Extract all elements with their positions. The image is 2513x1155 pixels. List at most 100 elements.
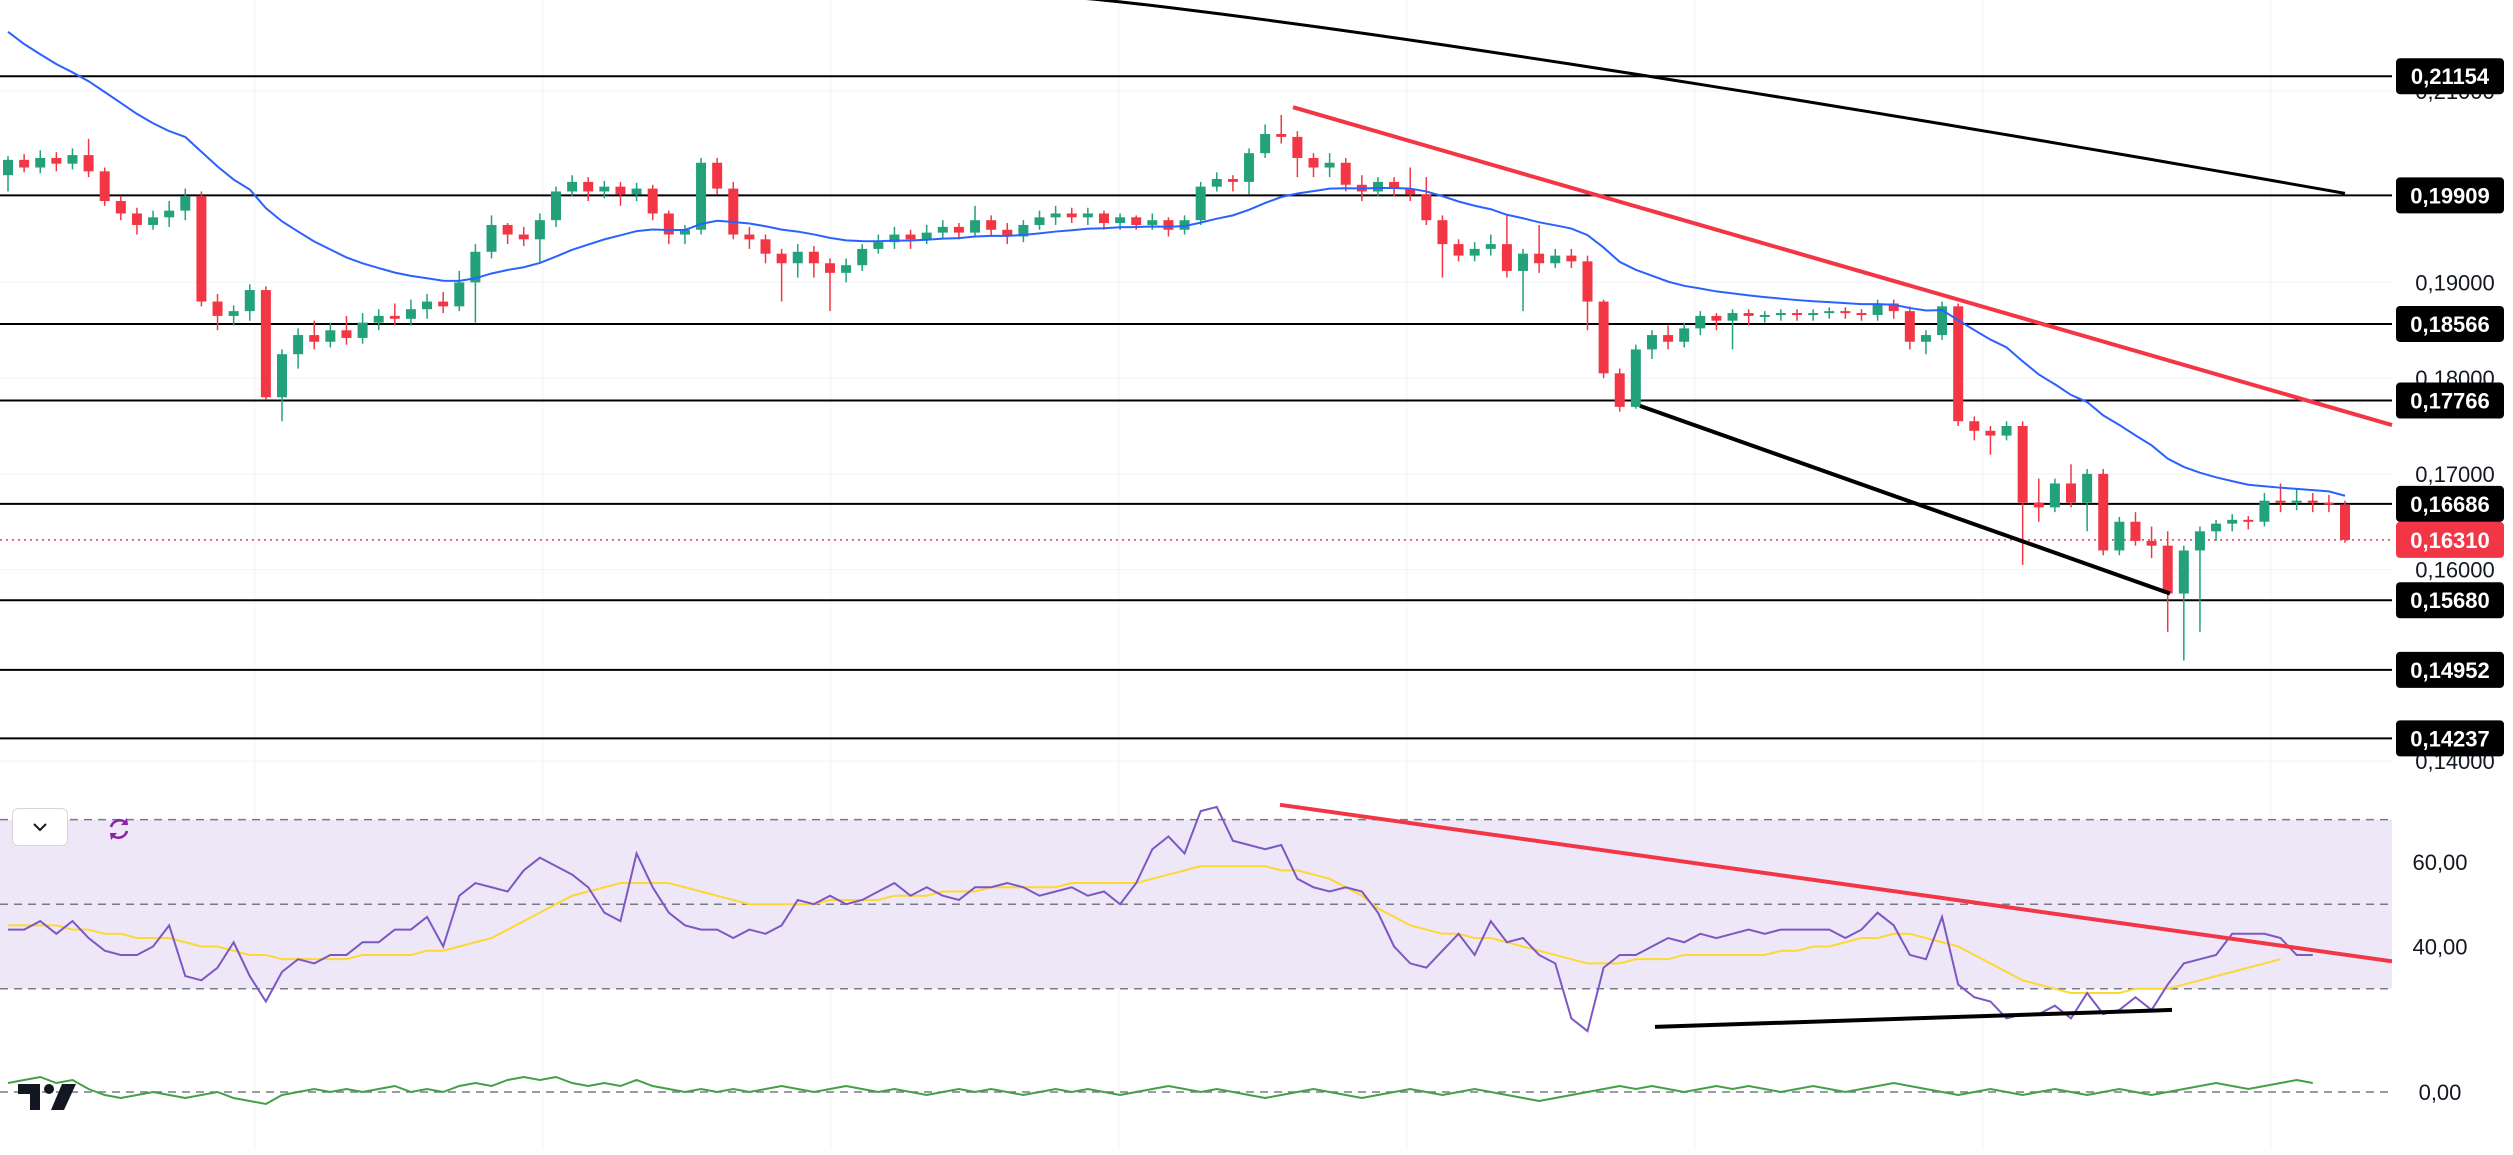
oscillator-pane (0, 1075, 2392, 1106)
candle-down (83, 155, 94, 172)
rsi-support-trendline (1654, 1007, 2173, 1029)
candle-up (2178, 550, 2189, 594)
candle-up (937, 226, 948, 233)
moving-average-long (1086, 0, 2346, 195)
candle-down (1953, 306, 1964, 422)
candle-up (1211, 179, 1222, 187)
candle-down (438, 301, 449, 307)
candle-up (3, 159, 13, 176)
tradingview-logo[interactable] (18, 1080, 82, 1116)
price-tick-label: 0,16000 (2415, 558, 2495, 583)
candle-up (454, 282, 465, 307)
candle-down (1598, 301, 1609, 374)
rsi-tick-label: 60,00 (2412, 850, 2467, 875)
candle-down (2162, 545, 2173, 594)
candle-down (2323, 502, 2334, 505)
candle-up (2227, 519, 2238, 524)
refresh-button[interactable] (100, 810, 138, 848)
collapse-panes-button[interactable] (12, 808, 68, 846)
candle-down (905, 234, 916, 240)
candle-down (744, 234, 755, 240)
candlestick-series (3, 114, 2350, 661)
candle-down (2275, 500, 2286, 503)
chevron-down-icon (33, 823, 47, 832)
price-axis: 0,210000,190000,180000,170000,160000,140… (2396, 58, 2504, 1105)
rsi-tick-label: 40,00 (2412, 934, 2467, 959)
candle-down (1711, 315, 1722, 321)
candle-down (2098, 473, 2109, 551)
candle-up (67, 155, 78, 164)
candle-down (260, 290, 271, 398)
candle-up (228, 311, 239, 316)
candle-down (1292, 136, 1303, 158)
current-price-badge (2396, 521, 2504, 558)
candle-down (824, 263, 835, 273)
level-badge (2396, 382, 2504, 419)
candle-up (486, 224, 497, 252)
candle-up (873, 242, 884, 249)
candle-up (1179, 220, 1190, 230)
moving-average-blue (7, 31, 2346, 497)
current-price-label: 0,16310 (2410, 528, 2490, 553)
level-badge (2396, 485, 2504, 522)
candle-down (309, 335, 320, 342)
candle-up (792, 251, 803, 264)
candle-down (776, 253, 787, 264)
level-badge (2396, 58, 2504, 95)
candle-up (2211, 523, 2222, 532)
rsi-signal-line (8, 865, 2281, 995)
level-badge-label: 0,14952 (2410, 658, 2490, 683)
candle-up (1147, 220, 1158, 225)
candle-up (1018, 224, 1029, 237)
level-badge (2396, 177, 2504, 214)
candle-down (1002, 229, 1013, 237)
candle-up (244, 290, 255, 312)
candle-up (1372, 181, 1383, 192)
candle-down (131, 213, 142, 225)
price-support-trendline (1639, 404, 2171, 596)
candle-down (1066, 213, 1077, 218)
candle-up (921, 232, 932, 240)
candle-down (1405, 188, 1416, 195)
candle-up (373, 315, 384, 323)
candle-down (2146, 540, 2157, 546)
candle-up (1082, 213, 1093, 218)
candle-up (1937, 306, 1948, 336)
candle-down (2033, 502, 2044, 508)
tradingview-logo-icon (18, 1084, 76, 1110)
candle-down (808, 251, 819, 264)
candle-up (696, 162, 707, 230)
candle-up (1469, 248, 1480, 256)
candle-up (1034, 217, 1045, 225)
candle-down (1453, 244, 1464, 256)
candle-down (1904, 311, 1915, 342)
candle-down (1663, 335, 1674, 342)
level-badge (2396, 582, 2504, 619)
candle-down (1389, 181, 1400, 189)
level-badge-label: 0,17766 (2410, 389, 2490, 414)
candle-down (51, 157, 62, 164)
oscillator-line (7, 1075, 2313, 1106)
candle-down (953, 226, 964, 233)
candle-up (1727, 313, 1738, 321)
rsi-line (8, 805, 2313, 1033)
candle-down (663, 213, 674, 235)
rsi-resistance-trendline (1279, 802, 2393, 964)
candle-down (1985, 430, 1996, 436)
candle-down (615, 186, 626, 195)
level-badge-label: 0,21154 (2411, 64, 2490, 89)
candle-up (35, 157, 46, 168)
candle-up (2049, 483, 2060, 508)
candle-up (1260, 134, 1271, 154)
candle-down (1131, 217, 1142, 225)
candle-up (1324, 162, 1335, 168)
candle-down (583, 181, 594, 192)
candle-down (1743, 313, 1754, 316)
candle-down (712, 162, 723, 189)
level-badge-label: 0,16686 (2410, 492, 2490, 517)
candle-up (1920, 335, 1931, 342)
candle-down (1888, 303, 1899, 312)
candle-up (357, 322, 368, 338)
